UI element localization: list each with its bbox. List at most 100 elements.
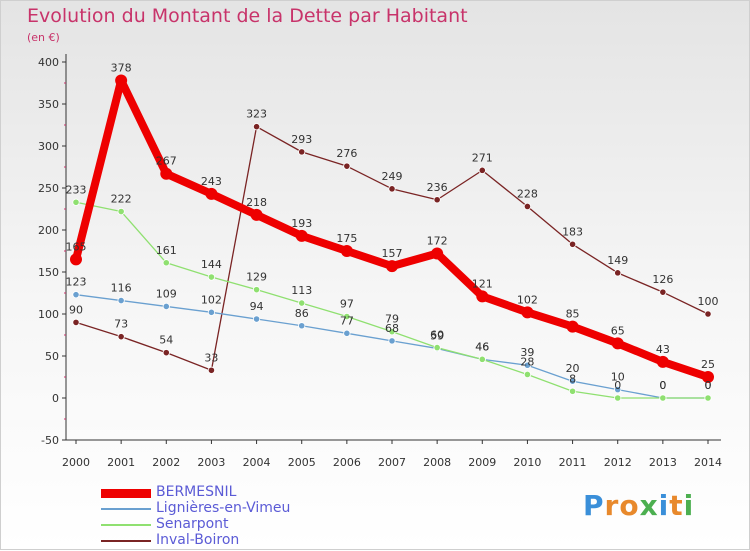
x-tick-label: 2009 (468, 456, 496, 469)
data-label: 85 (566, 308, 580, 321)
data-label: 161 (156, 244, 177, 257)
data-point (523, 370, 532, 379)
data-point (160, 167, 173, 180)
data-label: 276 (336, 147, 357, 160)
data-label: 222 (111, 193, 132, 206)
x-tick-label: 2008 (423, 456, 451, 469)
data-label: 65 (611, 324, 625, 337)
x-tick-label: 2012 (604, 456, 632, 469)
data-label: 378 (111, 61, 132, 74)
data-label: 193 (291, 217, 312, 230)
data-point (614, 269, 622, 277)
data-label: 100 (698, 295, 719, 308)
data-label: 129 (246, 271, 267, 284)
data-point (568, 387, 577, 395)
data-point (72, 198, 80, 206)
data-point (433, 343, 441, 352)
legend-swatch (101, 524, 151, 526)
data-point (478, 166, 486, 174)
data-point (162, 302, 170, 311)
data-point (568, 377, 577, 385)
data-label: 228 (517, 187, 538, 200)
data-label: 102 (201, 293, 222, 306)
data-point (207, 366, 216, 374)
data-point (72, 291, 80, 299)
y-tick-label: 100 (38, 308, 59, 321)
data-point (386, 260, 398, 273)
y-tick-label: 150 (38, 266, 59, 279)
legend-label: Senarpont (156, 516, 229, 532)
data-point (704, 310, 712, 318)
data-point (207, 308, 216, 316)
y-tick-label: 0 (52, 392, 59, 405)
data-label: 46 (475, 340, 489, 353)
data-label: 43 (656, 343, 670, 356)
data-label: 10 (611, 371, 625, 384)
data-label: 121 (472, 277, 493, 290)
data-label: 113 (291, 284, 312, 297)
data-point (252, 123, 261, 131)
data-point (704, 394, 712, 402)
data-label: 271 (472, 151, 493, 164)
data-point (433, 196, 441, 204)
data-point (566, 320, 579, 333)
data-point (614, 394, 622, 402)
data-label: 73 (114, 318, 128, 331)
data-label: 123 (66, 276, 87, 289)
x-tick-label: 2004 (243, 456, 271, 469)
legend-label: BERMESNIL (156, 484, 237, 500)
data-label: 8 (569, 372, 576, 385)
chart-title: Evolution du Montant de la Dette par Hab… (27, 5, 468, 27)
logo-letter: t (669, 489, 684, 522)
data-label: 323 (246, 108, 267, 121)
data-point (70, 253, 82, 266)
data-point (117, 207, 125, 216)
legend-swatch (101, 508, 151, 510)
data-label: 175 (336, 232, 357, 245)
x-tick-label: 2003 (197, 456, 225, 469)
data-point (659, 288, 667, 296)
logo-letter: i (683, 489, 695, 522)
data-point (298, 322, 306, 330)
logo-letter: r (604, 489, 620, 522)
data-point (252, 315, 261, 323)
data-point (343, 162, 351, 170)
data-point (298, 148, 306, 156)
data-label: 28 (520, 355, 534, 368)
legend-swatch (101, 488, 151, 498)
data-point (343, 312, 351, 321)
data-label: 183 (562, 225, 583, 238)
data-label: 0 (705, 379, 712, 392)
data-point (162, 259, 170, 267)
x-tick-label: 2007 (378, 456, 406, 469)
data-label: 102 (517, 293, 538, 306)
y-tick-label: -50 (41, 434, 59, 447)
data-label: 249 (382, 170, 403, 183)
data-point (343, 329, 351, 337)
data-point (656, 355, 669, 368)
data-point (115, 74, 128, 87)
data-point (252, 286, 261, 294)
data-point (388, 337, 396, 345)
logo-letter: o (619, 489, 640, 522)
x-tick-label: 2011 (559, 456, 587, 469)
x-tick-label: 2010 (513, 456, 541, 469)
legend-label: Lignières-en-Vimeu (156, 500, 291, 516)
data-point (207, 273, 216, 281)
x-tick-label: 2006 (333, 456, 361, 469)
data-label: 94 (250, 300, 264, 313)
legend-swatch (101, 540, 151, 542)
data-point (521, 306, 534, 319)
data-label: 79 (385, 313, 399, 326)
data-label: 39 (520, 346, 534, 359)
data-label: 54 (159, 334, 173, 347)
y-tick-label: 50 (45, 350, 59, 363)
data-point (205, 187, 218, 200)
y-tick-label: 300 (38, 140, 59, 153)
data-point (611, 337, 624, 350)
data-label: 293 (291, 133, 312, 146)
data-label: 165 (66, 240, 87, 253)
data-point (340, 245, 353, 257)
x-tick-label: 2014 (694, 456, 722, 469)
